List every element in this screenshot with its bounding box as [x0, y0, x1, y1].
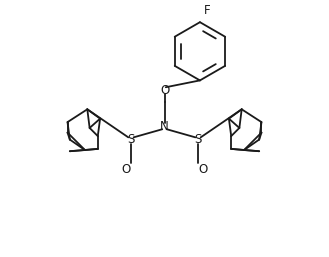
Text: F: F: [204, 4, 210, 17]
Text: S: S: [127, 133, 135, 146]
Text: N: N: [160, 120, 169, 133]
Text: S: S: [194, 133, 202, 146]
Text: O: O: [160, 84, 169, 97]
Text: O: O: [121, 163, 130, 176]
Text: O: O: [199, 163, 208, 176]
